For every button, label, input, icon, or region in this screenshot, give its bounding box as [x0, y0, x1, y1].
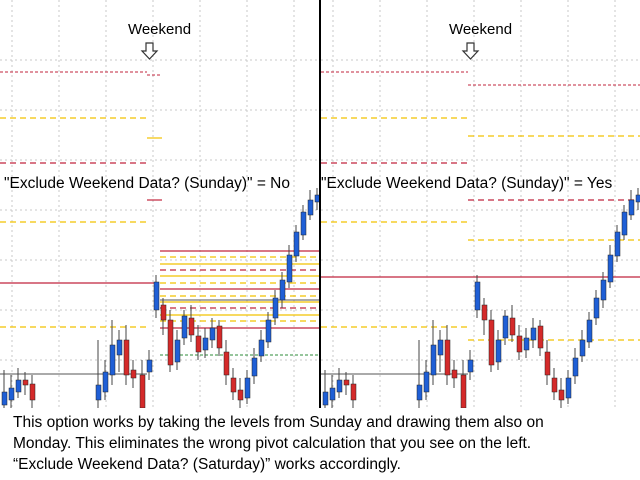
- candle-body: [343, 379, 350, 386]
- chart-panel-left: Weekend "Exclude Weekend Data? (Sunday)"…: [0, 0, 319, 408]
- candle-body: [237, 389, 244, 401]
- candle-body: [416, 384, 423, 401]
- candle-body: [451, 369, 458, 379]
- candle-body: [223, 351, 230, 376]
- candle-body: [488, 319, 495, 366]
- candle-body: [423, 371, 430, 393]
- candle-body: [593, 297, 600, 319]
- candle-body: [558, 389, 565, 401]
- candle-body: [509, 317, 516, 336]
- candle-body: [202, 337, 209, 351]
- candle-body: [102, 371, 109, 393]
- candle-body: [444, 339, 451, 376]
- candle-body: [460, 374, 467, 408]
- candle-body: [244, 377, 251, 399]
- candle-body: [174, 339, 181, 363]
- candle-body: [293, 231, 300, 257]
- candle-body: [209, 327, 216, 341]
- candle-body: [22, 379, 29, 386]
- panel-divider: [319, 0, 321, 408]
- candle-body: [614, 231, 621, 257]
- chart-canvas-left: [0, 0, 319, 408]
- candle-body: [29, 383, 36, 401]
- candle-body: [600, 279, 607, 301]
- candle-body: [15, 379, 22, 393]
- candle-body: [565, 377, 572, 399]
- chart-panel-right: Weekend "Exclude Weekend Data? (Sunday)"…: [321, 0, 640, 408]
- description-line: Monday. This eliminates the wrong pivot …: [13, 435, 532, 452]
- candle-body: [216, 325, 223, 349]
- candle-body: [167, 319, 174, 366]
- candle-body: [495, 339, 502, 363]
- candle-body: [160, 304, 167, 321]
- candle-body: [314, 194, 319, 203]
- candle-body: [628, 199, 635, 216]
- weekend-caption-right: Weekend: [448, 21, 513, 38]
- candle-body: [251, 357, 258, 377]
- candle-body: [153, 281, 160, 311]
- candle-body: [586, 319, 593, 343]
- description-box: This option works by taking the levels f…: [0, 408, 640, 480]
- down-arrow-icon: [0, 40, 319, 64]
- candle-body: [181, 315, 188, 339]
- candle-body: [258, 339, 265, 357]
- candle-body: [146, 359, 153, 373]
- candle-body: [95, 384, 102, 401]
- chart-canvas-right: [321, 0, 640, 408]
- candle-body: [502, 315, 509, 339]
- candle-body: [139, 374, 146, 408]
- weekend-caption-left: Weekend: [127, 21, 192, 38]
- candle-body: [437, 339, 444, 356]
- candle-body: [300, 211, 307, 236]
- candle-body: [272, 297, 279, 319]
- candle-body: [109, 344, 116, 376]
- candle-body: [607, 254, 614, 283]
- description-line: “Exclude Weekend Data? (Saturday)” works…: [13, 456, 401, 473]
- candle-body: [474, 281, 481, 311]
- candle-body: [516, 335, 523, 353]
- setting-label-left: "Exclude Weekend Data? (Sunday)" = No: [4, 175, 291, 192]
- candle-body: [572, 357, 579, 377]
- candle-body: [544, 351, 551, 376]
- setting-label-right: "Exclude Weekend Data? (Sunday)" = Yes: [321, 175, 613, 192]
- description-line: This option works by taking the levels f…: [13, 414, 544, 431]
- candle-body: [123, 339, 130, 376]
- candle-body: [307, 199, 314, 216]
- candle-body: [621, 211, 628, 236]
- candle-body: [8, 387, 15, 401]
- candle-body: [265, 319, 272, 343]
- candle-body: [322, 391, 329, 406]
- candle-body: [230, 377, 237, 393]
- down-arrow-icon: [321, 40, 640, 64]
- candle-body: [188, 317, 195, 336]
- candle-body: [329, 387, 336, 401]
- candle-body: [481, 304, 488, 321]
- candle-body: [116, 339, 123, 356]
- candle-body: [350, 383, 357, 401]
- candle-body: [286, 254, 293, 283]
- candle-body: [1, 391, 8, 406]
- candle-body: [430, 344, 437, 376]
- candle-body: [537, 325, 544, 349]
- candle-body: [467, 359, 474, 373]
- candle-body: [336, 379, 343, 393]
- candle-body: [579, 339, 586, 357]
- candle-body: [279, 279, 286, 301]
- candle-body: [530, 327, 537, 341]
- candle-body: [523, 337, 530, 351]
- candle-body: [130, 369, 137, 379]
- candle-body: [195, 335, 202, 353]
- candle-body: [551, 377, 558, 393]
- candle-body: [635, 194, 640, 203]
